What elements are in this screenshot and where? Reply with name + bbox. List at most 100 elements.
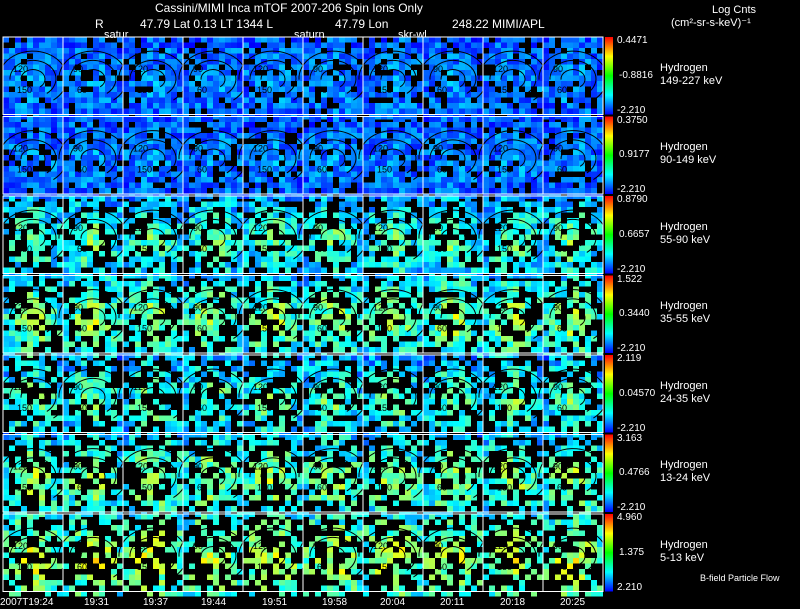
colorbar bbox=[605, 196, 613, 274]
contour-label: 60 bbox=[197, 85, 207, 95]
colorbar-min: 2.210 bbox=[617, 581, 643, 593]
colorbar bbox=[605, 116, 613, 194]
contour-label: 60 bbox=[437, 562, 447, 572]
contour-label: 90 bbox=[193, 382, 203, 392]
contour-label: 150 bbox=[17, 482, 32, 492]
contour-label: 60 bbox=[197, 562, 207, 572]
contour-label: 150 bbox=[17, 244, 32, 254]
contour-label: 90 bbox=[313, 541, 323, 551]
contour-label: 120 bbox=[493, 143, 508, 153]
contour-label: 90 bbox=[193, 223, 203, 233]
contour-label: 120 bbox=[373, 223, 388, 233]
contour-label: 150 bbox=[17, 164, 32, 174]
colorbar-max: 4.960 bbox=[617, 512, 643, 523]
contour-label: 150 bbox=[497, 164, 512, 174]
contour-label: 90 bbox=[193, 143, 203, 153]
contour-label: 150 bbox=[137, 164, 152, 174]
contour-label: 150 bbox=[17, 323, 32, 333]
units-label: (cm²-sr-s-keV)⁻¹ bbox=[671, 17, 751, 29]
contour-label: 120 bbox=[253, 382, 268, 392]
colorbar-mid: 0.6657 bbox=[619, 228, 650, 240]
colorbar-min: -2.210 bbox=[617, 184, 646, 195]
contour-label: 90 bbox=[313, 64, 323, 74]
contour-label: 150 bbox=[377, 482, 392, 492]
contour-label: 120 bbox=[13, 461, 28, 471]
contour-label: 90 bbox=[433, 461, 443, 471]
contour-label: 120 bbox=[253, 64, 268, 74]
contour-label: 90 bbox=[73, 382, 83, 392]
colorbar-max: 0.3750 bbox=[617, 114, 648, 126]
contour-label: 60 bbox=[437, 244, 447, 254]
contour-label: 150 bbox=[257, 403, 272, 413]
colorbar-min: -2.210 bbox=[617, 422, 646, 434]
contour-label: 150 bbox=[497, 85, 512, 95]
contour-label: 150 bbox=[497, 482, 512, 492]
position-values: 47.79 Lat 0.13 LT 1344 L bbox=[140, 17, 274, 31]
contour-label: 120 bbox=[13, 382, 28, 392]
contour-label: 120 bbox=[493, 461, 508, 471]
species-label: Hydrogen bbox=[660, 61, 708, 74]
contour-label: 60 bbox=[317, 323, 327, 333]
contour-label: 90 bbox=[193, 461, 203, 471]
energy-range-label: 13-24 keV bbox=[660, 472, 711, 485]
contour-label: 90 bbox=[553, 64, 563, 74]
species-label: Hydrogen bbox=[660, 220, 708, 233]
contour-label: 150 bbox=[497, 244, 512, 254]
contour-label: 60 bbox=[437, 323, 447, 333]
contour-label: 120 bbox=[373, 302, 388, 312]
contour-label: 90 bbox=[433, 382, 443, 392]
contour-label: 150 bbox=[137, 403, 152, 413]
energy-range-label: 90-149 keV bbox=[660, 154, 717, 167]
contour-label: 120 bbox=[493, 541, 508, 551]
panel-3: 120 150 90 60 120 150 90 60 120 150 90 60 120 150 90 60… bbox=[0, 275, 608, 358]
contour-label: 90 bbox=[313, 223, 323, 233]
contour-label: 90 bbox=[73, 541, 83, 551]
contour-label: 60 bbox=[557, 482, 567, 492]
contour-label: 120 bbox=[373, 64, 388, 74]
contour-label: 150 bbox=[137, 482, 152, 492]
species-label: Hydrogen bbox=[660, 538, 708, 551]
panel-2: 120 150 90 60 120 150 90 60 120 150 90 60 120 150 90 60… bbox=[0, 195, 608, 279]
contour-label: 120 bbox=[133, 541, 148, 551]
contour-label: 90 bbox=[73, 223, 83, 233]
colorbar-max: 0.4471 bbox=[617, 35, 648, 46]
contour-label: 150 bbox=[137, 562, 152, 572]
contour-label: 120 bbox=[493, 382, 508, 392]
contour-label: 90 bbox=[193, 541, 203, 551]
contour-label: 120 bbox=[373, 382, 388, 392]
contour-label: 60 bbox=[317, 164, 327, 174]
contour-label: 90 bbox=[553, 461, 563, 471]
time-tick-label: 20:25 bbox=[560, 597, 586, 608]
contour-label: 150 bbox=[137, 323, 152, 333]
colorbar-max: 2.119 bbox=[617, 353, 642, 364]
contour-label: 150 bbox=[257, 482, 272, 492]
contour-label: 120 bbox=[133, 382, 148, 392]
contour-label: 60 bbox=[437, 482, 447, 492]
colorbar-mid: 0.9177 bbox=[619, 149, 650, 161]
panel-5: 120 150 90 60 120 150 90 60 120 150 90 60 120 150 90 60… bbox=[0, 434, 608, 517]
contour-label: 60 bbox=[317, 482, 327, 492]
contour-label: 60 bbox=[557, 403, 567, 413]
contour-label: 150 bbox=[497, 403, 512, 413]
colorbar bbox=[605, 355, 613, 433]
colorbar-max: 1.522 bbox=[617, 273, 643, 285]
energy-range-label: 55-90 keV bbox=[660, 233, 711, 246]
panel-6: 120 150 90 60 120 150 90 60 120 150 90 60 120 150 90 60… bbox=[0, 513, 608, 597]
contour-label: 90 bbox=[73, 302, 83, 312]
footer-note: B-field Particle Flow bbox=[700, 573, 780, 583]
contour-label: 150 bbox=[257, 323, 272, 333]
contour-label: 60 bbox=[77, 244, 87, 254]
contour-label: 120 bbox=[493, 302, 508, 312]
contour-label: 120 bbox=[493, 64, 508, 74]
contour-label: 90 bbox=[433, 64, 443, 74]
contour-label: 90 bbox=[553, 302, 563, 312]
contour-label: 120 bbox=[373, 461, 388, 471]
contour-label: 90 bbox=[73, 64, 83, 74]
contour-label: 150 bbox=[137, 85, 152, 95]
contour-label: 90 bbox=[193, 302, 203, 312]
contour-label: 60 bbox=[197, 244, 207, 254]
colorbar-mid: 0.3440 bbox=[619, 308, 650, 320]
contour-label: 120 bbox=[133, 302, 148, 312]
contour-label: 90 bbox=[553, 143, 563, 153]
